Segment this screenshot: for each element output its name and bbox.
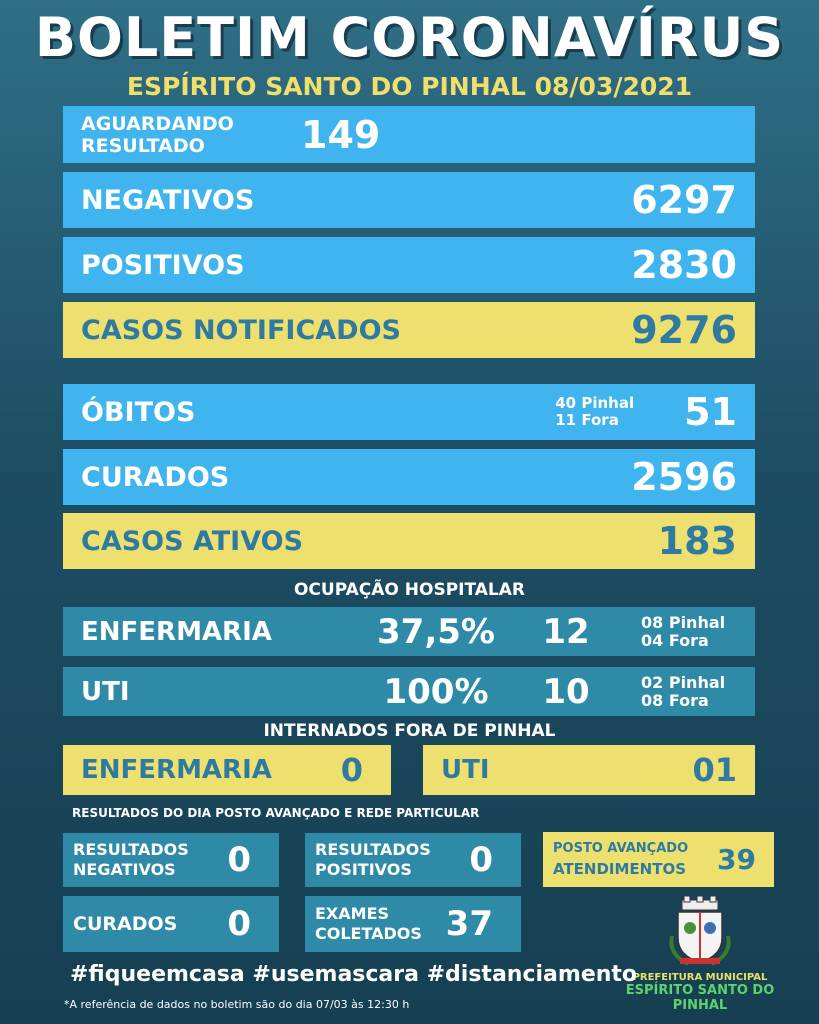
internados-enfermaria-row: ENFERMARIA 0 [63,745,391,795]
positivos-label: POSITIVOS [81,249,245,281]
resultados-negativos-l1: RESULTADOS [73,840,189,859]
exames-l1: EXAMES [315,904,390,923]
obitos-detail-pinhal: 40 Pinhal [555,394,635,412]
ocupacao-heading: OCUPAÇÃO HOSPITALAR [293,580,525,600]
ocupacao-enfermaria-label: ENFERMARIA [81,616,272,647]
resultados-heading: RESULTADOS DO DIA POSTO AVANÇADO E REDE … [72,806,480,820]
resultados-curados-label: CURADOS [73,913,178,935]
obitos-detail: 40 Pinhal 11 Fora [555,395,634,429]
aguardando-row: AGUARDANDO RESULTADO 149 [63,106,755,163]
hashtags: #fiqueemcasa #usemascara #distanciamento [70,962,638,987]
ativos-label: CASOS ATIVOS [81,525,304,557]
logo-line1: PREFEITURA MUNICIPAL [632,972,768,983]
coat-of-arms-icon [669,895,731,966]
ocupacao-uti-d1: 02 Pinhal [641,672,726,692]
internados-heading: INTERNADOS FORA DE PINHAL [263,721,556,741]
resultados-negativos-box: RESULTADOS NEGATIVOS 0 [63,833,279,887]
aguardando-value: 149 [301,112,381,157]
exames-value: 37 [445,904,493,944]
positivos-row: POSITIVOS 2830 [63,237,755,293]
internados-uti-value: 01 [692,751,737,789]
resultados-negativos-label: RESULTADOS NEGATIVOS [73,840,227,880]
exames-l2: COLETADOS [315,924,422,943]
exames-box: EXAMES COLETADOS 37 [305,896,521,952]
ocupacao-enfermaria-row: ENFERMARIA 37,5% 12 08 Pinhal 04 Fora [63,607,755,656]
ocupacao-enfermaria-num: 12 [542,611,590,652]
exames-label: EXAMES COLETADOS [315,904,446,944]
ocupacao-enfermaria-d1: 08 Pinhal [641,612,726,632]
resultados-negativos-value: 0 [227,840,251,880]
negativos-label: NEGATIVOS [81,184,255,216]
internados-enfermaria-value: 0 [340,751,363,789]
resultados-negativos-l2: NEGATIVOS [73,860,176,879]
obitos-detail-fora: 11 Fora [555,411,619,429]
footnote: *A referência de dados no boletim são do… [64,998,410,1011]
municipal-logo: PREFEITURA MUNICIPAL ESPÍRITO SANTO DO P… [625,895,775,1013]
curados-label: CURADOS [81,461,230,493]
resultados-positivos-value: 0 [469,840,493,880]
negativos-row: NEGATIVOS 6297 [63,172,755,228]
page-subtitle: ESPÍRITO SANTO DO PINHAL 08/03/2021 [126,72,693,101]
notificados-value: 9276 [631,308,737,352]
notificados-label: CASOS NOTIFICADOS [81,314,401,346]
ocupacao-uti-row: UTI 100% 10 02 Pinhal 08 Fora [63,667,755,716]
notificados-row: CASOS NOTIFICADOS 9276 [63,302,755,358]
resultados-positivos-l1: RESULTADOS [315,840,431,859]
internados-enfermaria-label: ENFERMARIA [81,755,272,785]
curados-value: 2596 [631,455,737,499]
logo-line2: ESPÍRITO SANTO DO PINHAL [625,983,775,1013]
ocupacao-enfermaria-detail: 08 Pinhal 04 Fora [641,612,726,650]
ocupacao-enfermaria-pct: 37,5% [377,611,495,652]
posto-box: POSTO AVANÇADO ATENDIMENTOS 39 [543,832,774,887]
curados-row: CURADOS 2596 [63,449,755,505]
posto-l1: POSTO AVANÇADO [553,840,689,856]
resultados-positivos-box: RESULTADOS POSITIVOS 0 [305,833,521,887]
obitos-row: ÓBITOS 40 Pinhal 11 Fora 51 [63,384,755,440]
negativos-value: 6297 [631,178,737,222]
ocupacao-uti-d2: 08 Fora [641,690,709,710]
resultados-positivos-label: RESULTADOS POSITIVOS [315,840,469,880]
posto-value: 39 [717,843,756,876]
ocupacao-uti-num: 10 [542,671,590,712]
aguardando-label: AGUARDANDO RESULTADO [81,112,234,157]
posto-l2: ATENDIMENTOS [553,859,687,878]
resultados-curados-value: 0 [227,904,251,944]
resultados-positivos-l2: POSITIVOS [315,860,412,879]
page-title: BOLETIM CORONAVÍRUS [34,6,785,69]
ocupacao-uti-detail: 02 Pinhal 08 Fora [641,672,726,710]
internados-uti-row: UTI 01 [423,745,755,795]
internados-uti-label: UTI [441,755,490,785]
ocupacao-uti-label: UTI [81,676,130,707]
ocupacao-enfermaria-d2: 04 Fora [641,630,709,650]
posto-label: POSTO AVANÇADO ATENDIMENTOS [553,839,717,881]
obitos-value: 51 [684,390,737,434]
ativos-value: 183 [657,519,737,563]
ativos-row: CASOS ATIVOS 183 [63,513,755,569]
positivos-value: 2830 [631,243,737,287]
obitos-label: ÓBITOS [81,396,196,428]
ocupacao-uti-pct: 100% [383,671,489,712]
resultados-curados-box: CURADOS 0 [63,896,279,952]
